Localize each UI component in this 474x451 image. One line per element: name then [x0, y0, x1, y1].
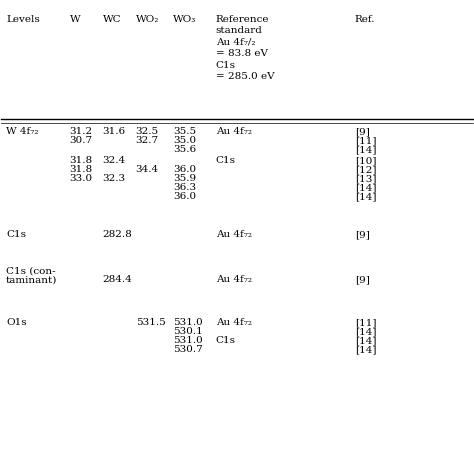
Text: WC: WC	[103, 15, 121, 24]
Text: [14]: [14]	[355, 192, 376, 201]
Text: WO₃: WO₃	[173, 15, 197, 24]
Text: 35.5: 35.5	[173, 127, 197, 136]
Text: C1s: C1s	[216, 335, 236, 344]
Text: 33.0: 33.0	[70, 174, 93, 183]
Text: Ref.: Ref.	[355, 15, 375, 24]
Text: 531.0: 531.0	[173, 335, 203, 344]
Text: W: W	[70, 15, 80, 24]
Text: [11]: [11]	[355, 318, 376, 327]
Text: C1s (con-: C1s (con-	[6, 266, 56, 275]
Text: [12]: [12]	[355, 165, 376, 174]
Text: 284.4: 284.4	[103, 275, 132, 284]
Text: 31.2: 31.2	[70, 127, 93, 136]
Text: taminant): taminant)	[6, 275, 57, 284]
Text: C1s: C1s	[216, 156, 236, 165]
Text: 32.4: 32.4	[103, 156, 126, 165]
Text: [13]: [13]	[355, 174, 376, 183]
Text: WO₂: WO₂	[136, 15, 159, 24]
Text: [11]: [11]	[355, 136, 376, 145]
Text: [14]: [14]	[355, 344, 376, 353]
Text: 36.0: 36.0	[173, 192, 197, 201]
Text: 30.7: 30.7	[70, 136, 93, 145]
Text: Au 4f₇₂: Au 4f₇₂	[216, 318, 252, 327]
Text: Au 4f₇₂: Au 4f₇₂	[216, 275, 252, 284]
Text: [9]: [9]	[355, 230, 370, 239]
Text: 31.6: 31.6	[103, 127, 126, 136]
Text: Au 4f₇₂: Au 4f₇₂	[216, 127, 252, 136]
Text: [14]: [14]	[355, 335, 376, 344]
Text: 32.5: 32.5	[136, 127, 159, 136]
Text: C1s: C1s	[6, 230, 26, 239]
Text: [14]: [14]	[355, 327, 376, 336]
Text: 31.8: 31.8	[70, 165, 93, 174]
Text: 282.8: 282.8	[103, 230, 132, 239]
Text: 32.7: 32.7	[136, 136, 159, 145]
Text: [14]: [14]	[355, 183, 376, 192]
Text: 35.9: 35.9	[173, 174, 197, 183]
Text: 531.0: 531.0	[173, 318, 203, 327]
Text: Reference
standard
Au 4f₇/₂
= 83.8 eV
C1s
= 285.0 eV: Reference standard Au 4f₇/₂ = 83.8 eV C1…	[216, 15, 274, 81]
Text: O1s: O1s	[6, 318, 27, 327]
Text: 32.3: 32.3	[103, 174, 126, 183]
Text: Levels: Levels	[6, 15, 40, 24]
Text: 530.1: 530.1	[173, 327, 203, 336]
Text: 34.4: 34.4	[136, 165, 159, 174]
Text: [9]: [9]	[355, 127, 370, 136]
Text: 36.0: 36.0	[173, 165, 197, 174]
Text: [9]: [9]	[355, 275, 370, 284]
Text: 530.7: 530.7	[173, 344, 203, 353]
Text: 31.8: 31.8	[70, 156, 93, 165]
Text: 35.0: 35.0	[173, 136, 197, 145]
Text: W 4f₇₂: W 4f₇₂	[6, 127, 38, 136]
Text: 36.3: 36.3	[173, 183, 197, 192]
Text: [10]: [10]	[355, 156, 376, 165]
Text: 531.5: 531.5	[136, 318, 165, 327]
Text: Au 4f₇₂: Au 4f₇₂	[216, 230, 252, 239]
Text: [14]: [14]	[355, 145, 376, 154]
Text: 35.6: 35.6	[173, 145, 197, 154]
